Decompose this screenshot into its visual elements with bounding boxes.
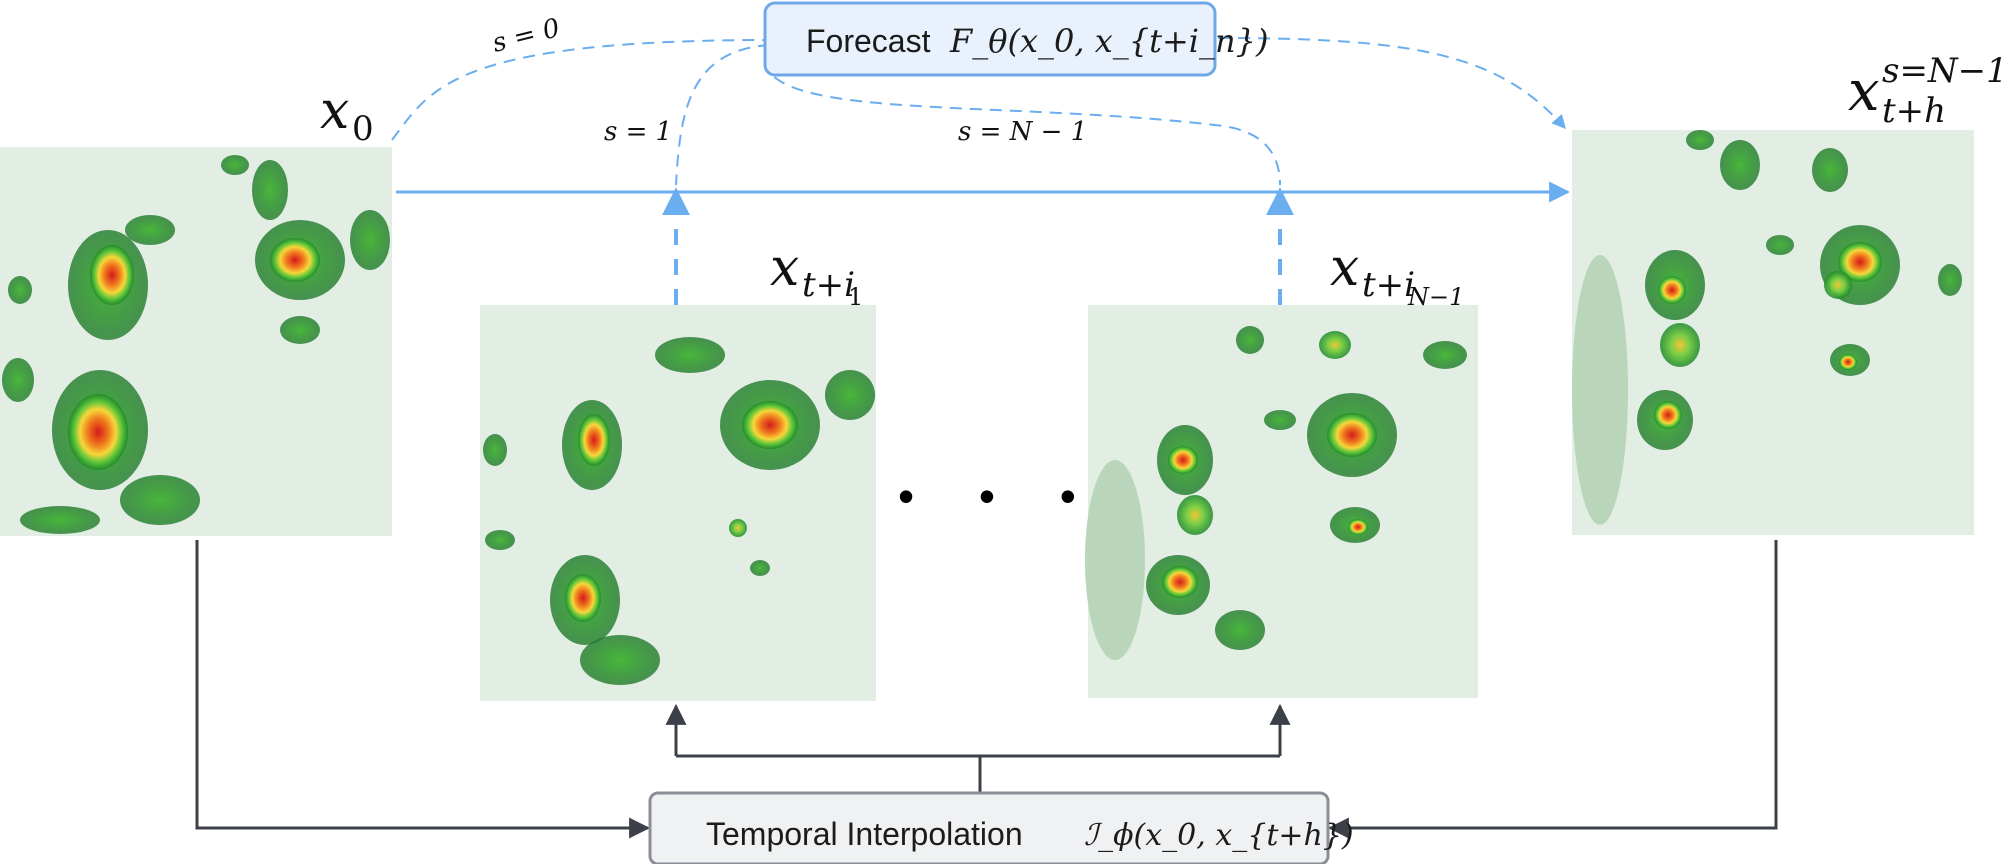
ellipsis: • • • [898,470,1102,522]
label-sub: 0 [352,109,374,149]
curve-s1 [675,44,771,186]
interpolation-box[interactable]: Temporal Interpolation ℐ_ϕ(x_0, x_{t+h}) [648,791,1354,864]
radar-echo-cells [1085,326,1467,660]
radar-echo-cells [1572,130,1962,525]
radar-echo-cells [2,155,390,534]
label-sup: s=N−1 [1882,51,2008,91]
step-label-s1: s = 1 [604,117,672,147]
frame-label-xti1: x t+i 1 [770,238,863,311]
frame-label-xtiN1: x t+i N−1 [1330,238,1464,311]
radar-echo-cells [483,337,875,685]
radar-frame-x0 [0,147,392,536]
label-base: x [1330,238,1359,298]
forecast-box[interactable]: Forecast F_θ(x_0, x_{t+i_n}) [763,1,1268,77]
curve-s0 [391,39,771,141]
up-arrows-blue [662,187,1294,305]
forecast-label: Forecast [806,23,931,59]
curve-forecast-to-xth [1217,37,1566,130]
label-base: x [320,81,349,141]
forecast-math: F_θ(x_0, x_{t+i_n}) [949,22,1268,60]
radar-frame-xti1 [480,305,876,701]
label-base: x [1848,59,1880,124]
label-base: x [770,238,799,298]
radar-frame-xth [1572,130,1974,535]
label-sub: t+i [1362,265,1415,305]
frame-label-xth: x s=N−1 t+h [1848,51,2008,131]
radar-frame-xtiN1 [1085,305,1478,698]
frame-label-x0: x 0 [320,81,374,149]
step-label-sN1: s = N − 1 [958,117,1087,147]
label-subsub: N−1 [1407,283,1464,311]
interp-label: Temporal Interpolation [706,816,1023,852]
interp-math: ℐ_ϕ(x_0, x_{t+h}) [1084,818,1354,853]
curve-sN1 [764,59,1281,186]
label-sub: t+h [1882,91,1946,131]
label-subsub: 1 [848,283,863,311]
x0-to-interp [195,540,651,839]
forecast-connections [391,37,1566,186]
label-sub: t+i [802,265,855,305]
interpolation-connections [195,540,1778,839]
xth-to-interp [1327,540,1778,839]
